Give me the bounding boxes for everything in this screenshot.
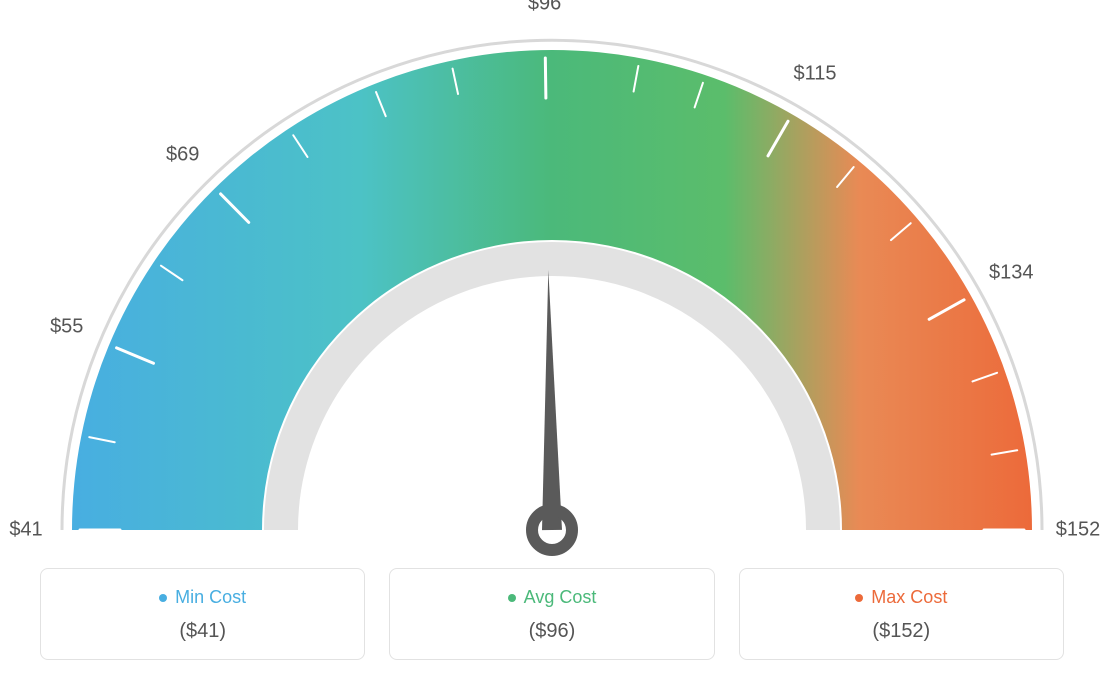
legend-label-text: Avg Cost [524,587,597,608]
legend-dot-icon [855,594,863,602]
legend-value: ($41) [51,620,354,643]
legend-card: Min Cost ($41) [40,568,365,660]
gauge-svg [0,0,1104,560]
legend-value: ($152) [750,620,1053,643]
legend-label-text: Max Cost [871,587,947,608]
legend-label: Avg Cost [400,587,703,608]
legend-value: ($96) [400,620,703,643]
legend-card: Avg Cost ($96) [389,568,714,660]
legend-label-text: Min Cost [175,587,246,608]
legend-dot-icon [159,594,167,602]
gauge-tick-label: $69 [166,144,199,167]
legend-label: Max Cost [750,587,1053,608]
gauge-tick-label: $96 [528,0,561,16]
gauge-tick-label: $115 [793,63,836,86]
cost-gauge-chart: $41 $55 $69 $96 $115 $134 $152 Min Cost ($41) Av… [0,0,1104,690]
legend-card: Max Cost ($152) [739,568,1064,660]
legend-label: Min Cost [51,587,354,608]
gauge: $41 $55 $69 $96 $115 $134 $152 [0,0,1104,560]
gauge-tick-label: $41 [9,519,42,542]
gauge-tick-label: $55 [50,315,83,338]
gauge-tick-label: $134 [989,262,1034,285]
gauge-tick-label: $152 [1056,519,1101,542]
legend-row: Min Cost ($41) Avg Cost ($96) Max Cost ($152) [40,568,1064,660]
legend-dot-icon [508,594,516,602]
